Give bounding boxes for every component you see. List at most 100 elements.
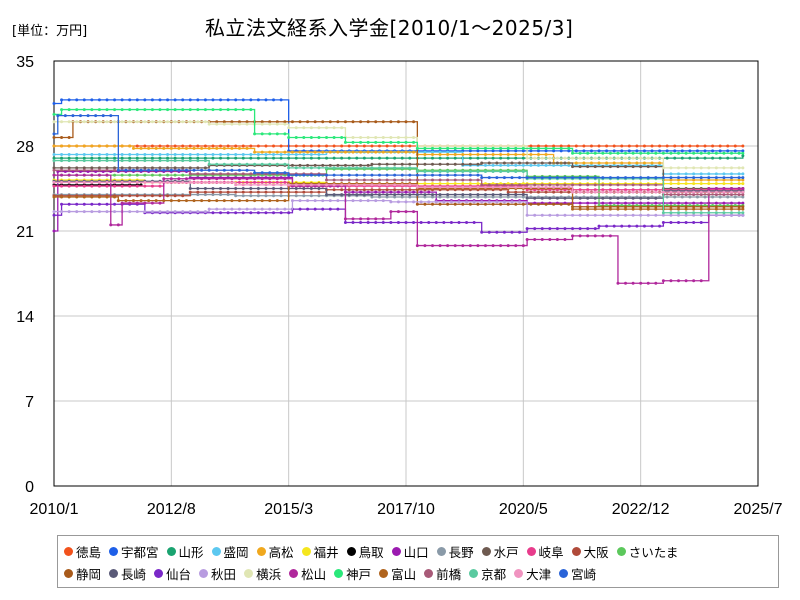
data-point — [730, 178, 734, 182]
data-point — [321, 207, 325, 211]
data-point — [260, 199, 264, 203]
data-point — [597, 149, 601, 153]
data-point — [268, 199, 272, 203]
data-point — [400, 162, 404, 166]
data-point — [722, 193, 726, 197]
data-point — [597, 224, 601, 228]
data-point — [555, 183, 559, 187]
data-point — [495, 183, 499, 187]
data-point — [245, 162, 249, 166]
data-point — [741, 205, 745, 209]
data-point — [234, 190, 238, 194]
data-point — [555, 227, 559, 231]
data-point — [692, 151, 696, 155]
data-point — [396, 136, 400, 139]
data-point — [113, 120, 117, 124]
legend-label: 松山 — [301, 566, 327, 582]
data-point — [684, 193, 688, 197]
data-point — [143, 153, 147, 156]
data-point — [188, 180, 192, 184]
data-point — [150, 173, 154, 177]
data-point — [52, 173, 56, 177]
data-point — [279, 187, 283, 190]
data-point — [536, 163, 540, 167]
data-point — [343, 140, 347, 144]
data-point — [438, 195, 442, 199]
data-point — [548, 196, 552, 200]
data-point — [166, 166, 170, 170]
data-point — [699, 176, 703, 180]
data-point — [207, 199, 211, 203]
data-point — [669, 205, 673, 209]
data-point — [571, 227, 575, 231]
data-point — [639, 156, 643, 160]
legend: 徳島 宇都宮 山形 盛岡 高松 福井 鳥取 山口 長野 水戸 岐阜 大阪 さいたま 静岡 長崎 仙台 秋田 横浜… — [57, 535, 779, 588]
data-point — [207, 162, 211, 166]
data-point — [63, 114, 67, 118]
data-point — [741, 211, 745, 215]
data-point — [230, 120, 234, 124]
data-point — [499, 202, 503, 206]
data-point — [430, 244, 434, 248]
data-point — [741, 193, 745, 197]
data-point — [343, 217, 347, 221]
legend-swatch — [559, 568, 569, 578]
data-point — [673, 149, 677, 153]
data-point — [461, 170, 465, 173]
data-point — [699, 166, 703, 170]
legend-swatch — [391, 546, 401, 556]
data-point — [143, 156, 147, 160]
data-point — [309, 173, 313, 177]
data-point — [113, 184, 117, 188]
data-point — [332, 178, 336, 182]
data-point — [605, 161, 609, 165]
data-point — [533, 156, 537, 160]
data-point — [120, 184, 124, 188]
data-point — [306, 163, 310, 167]
data-point — [737, 166, 741, 170]
data-point — [430, 156, 434, 160]
data-point — [714, 176, 718, 180]
data-point — [393, 162, 397, 166]
data-point — [260, 122, 264, 126]
data-point — [540, 196, 544, 200]
data-point — [283, 207, 287, 211]
data-point — [555, 161, 559, 165]
data-point — [67, 195, 71, 199]
legend-swatch — [211, 546, 221, 556]
data-point — [290, 120, 294, 124]
data-point — [120, 108, 124, 112]
data-point — [468, 156, 472, 160]
data-point — [483, 156, 487, 160]
data-point — [309, 194, 313, 198]
data-point — [624, 156, 628, 160]
data-point — [131, 199, 135, 203]
data-point — [241, 98, 245, 102]
data-point — [487, 176, 491, 180]
data-point — [215, 168, 219, 172]
data-point — [188, 153, 192, 156]
data-point — [468, 146, 472, 150]
data-point — [60, 168, 64, 172]
data-point — [654, 281, 658, 285]
data-point — [256, 156, 260, 160]
data-point — [90, 173, 94, 177]
data-point — [737, 172, 741, 176]
data-point — [253, 150, 257, 154]
data-point — [347, 193, 351, 197]
data-point — [219, 144, 223, 148]
data-point — [536, 146, 540, 150]
data-point — [491, 185, 495, 189]
data-point — [438, 173, 442, 177]
data-point — [82, 120, 86, 124]
data-point — [730, 213, 734, 217]
data-point — [359, 140, 363, 144]
data-point — [82, 144, 86, 148]
data-point — [52, 120, 56, 124]
data-point — [143, 210, 147, 214]
data-point — [150, 210, 154, 214]
data-point — [506, 149, 510, 153]
data-point — [669, 178, 673, 182]
data-point — [480, 176, 484, 180]
data-point — [241, 190, 245, 194]
